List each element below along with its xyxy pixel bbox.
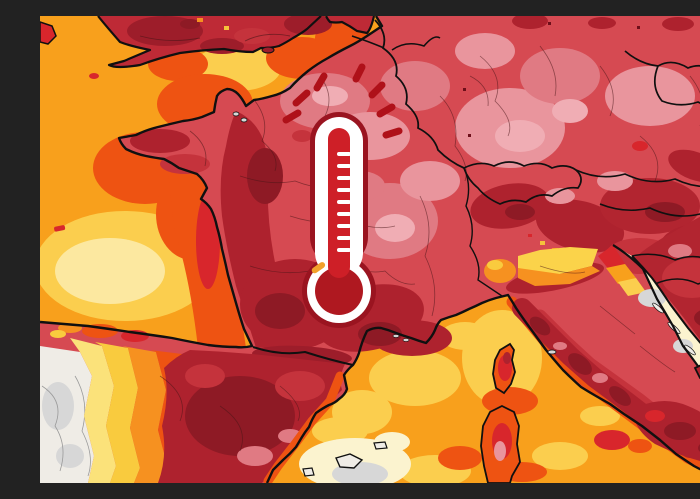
isle-of-wight <box>261 46 275 54</box>
gargano-spur <box>693 364 700 379</box>
bulb-highlight <box>311 262 326 274</box>
thermometer-icon <box>282 63 403 328</box>
city-markers <box>463 22 640 137</box>
adriatic-sea <box>598 244 700 379</box>
thermometer-tick-marks <box>337 152 351 252</box>
channel-island <box>240 117 248 123</box>
tiny-island <box>392 334 400 338</box>
channel-island <box>232 111 240 117</box>
region-po-valley <box>484 247 600 286</box>
region-germany <box>380 16 700 183</box>
croatian-island <box>652 302 664 314</box>
europe-temperature-map: Maro <box>40 16 700 483</box>
scilly-land-bit <box>40 21 57 45</box>
tiny-island <box>402 338 410 342</box>
ibiza-island <box>302 467 315 477</box>
country-border-lines <box>252 19 700 366</box>
elba-island <box>547 349 557 355</box>
weather-map-image: Maro <box>40 16 700 483</box>
menorca-island <box>373 441 388 450</box>
thermometer-bulb-fluid <box>315 267 363 315</box>
continent-landmass <box>40 16 700 483</box>
croatian-island <box>684 344 696 356</box>
heat-rays-icon <box>282 63 403 139</box>
england-landmass <box>40 16 376 69</box>
mallorca-island <box>335 453 364 469</box>
coastline-strokes <box>40 16 700 483</box>
region-italy <box>506 296 700 471</box>
region-balkans <box>632 216 700 340</box>
